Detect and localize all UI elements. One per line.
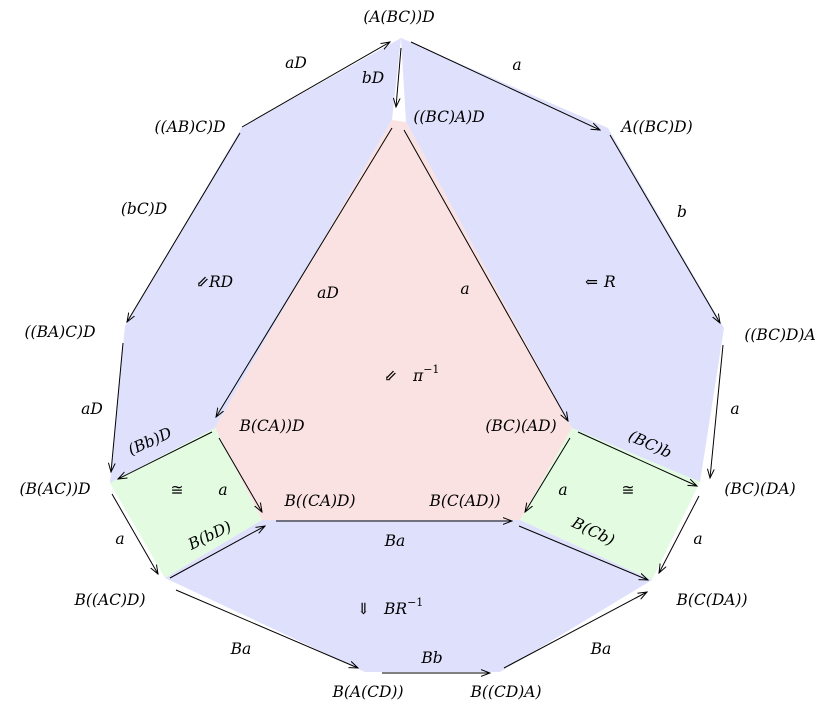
arrow-a-right-low: [659, 495, 700, 573]
cell-R-arrow-icon: ⇐: [585, 273, 598, 291]
cell-iso-left: ≅: [171, 481, 184, 499]
arrow-a-right: [710, 344, 724, 478]
label-a-left-low: a: [115, 530, 124, 548]
arrow-a-lsq: [218, 437, 262, 512]
region-left-green: [110, 428, 262, 578]
label-a-top: a: [512, 56, 521, 74]
arrow-BC-b: [577, 431, 697, 486]
label-bD: bD: [362, 69, 385, 87]
cell-iso-right: ≅: [622, 481, 635, 499]
object-b-ca-d: B((CA)D): [283, 492, 355, 510]
label-Ba-right: Ba: [590, 640, 612, 658]
arrow-a-rsq: [525, 437, 571, 512]
arrow-a-inner: [403, 129, 568, 421]
object-b-ac-d: B((AC)D): [73, 591, 145, 609]
object-b-cd-a: B((CD)A): [469, 683, 541, 701]
label-a-right: a: [730, 400, 739, 418]
arrow-bD: [396, 47, 402, 107]
arrow-a-top: [410, 41, 600, 130]
label-a-right-low: a: [693, 530, 702, 548]
object-bacd: ((BA)C)D: [24, 323, 96, 341]
label-aD-top: aD: [285, 54, 307, 72]
arrow-Ba-right: [503, 592, 647, 669]
region-bottom-blue: [165, 520, 652, 672]
cell-BR-inverse: ⇓ BR−1: [357, 596, 423, 618]
object-bcad-right: (BC)(AD): [485, 417, 556, 435]
object-inner-top: ((BC)A)D: [413, 108, 485, 126]
cell-pi-arrow-icon: ⇙: [384, 367, 397, 385]
region-right-blue: [401, 38, 724, 482]
label-aD-inner: aD: [317, 284, 339, 302]
object-abcd-right: A((BC)D): [619, 118, 692, 136]
arrow-Bb-D: [118, 431, 213, 479]
label-a-rsq: a: [558, 481, 567, 499]
label-b-right: b: [677, 203, 687, 221]
object-abcd-left: ((AB)C)D: [154, 118, 226, 136]
region-left-blue: [110, 38, 401, 483]
cell-BR-arrow-icon: ⇓: [357, 600, 370, 618]
arrow-bC-D: [127, 132, 241, 322]
label-bC-D: (bC)D: [121, 200, 168, 218]
object-bcda-right-2: (BC)(DA): [724, 480, 795, 498]
cell-pi-inverse: ⇙ π−1: [384, 363, 439, 385]
label-Bb-bottom: Bb: [420, 649, 442, 667]
object-bcad-inner: B(CA))D: [238, 417, 305, 435]
cell-RD: ⇙RD: [196, 273, 234, 291]
region-center-pink: [215, 120, 572, 520]
cell-R: ⇐ R: [585, 273, 616, 291]
region-right-green: [520, 428, 700, 580]
object-bcda-right: ((BC)D)A: [744, 326, 815, 344]
arrow-aD-top: [241, 42, 390, 128]
arrow-aD-left: [111, 342, 124, 472]
label-Ba-mid: Ba: [384, 532, 406, 550]
object-top: (A(BC))D: [363, 8, 435, 26]
object-b-c-da: B(C(DA)): [675, 591, 747, 609]
arrow-a-left-low: [111, 493, 158, 574]
arrow-B-Cb: [518, 525, 648, 580]
object-bacd-2: (B(AC))D: [19, 480, 91, 498]
object-b-a-cd: B(A(CD)): [331, 683, 403, 701]
label-aD-left: aD: [81, 400, 103, 418]
label-Ba-left: Ba: [230, 640, 252, 658]
label-a-lsq: a: [218, 481, 227, 499]
label-a-inner: a: [460, 280, 469, 298]
cell-RD-arrow-icon: ⇙: [196, 273, 209, 291]
arrow-aD-inner: [216, 127, 393, 417]
object-b-c-ad: B(C(AD)): [428, 492, 500, 510]
arrow-Ba-left: [175, 589, 358, 668]
arrow-B-bD: [169, 526, 265, 579]
arrow-b-right: [609, 134, 720, 323]
